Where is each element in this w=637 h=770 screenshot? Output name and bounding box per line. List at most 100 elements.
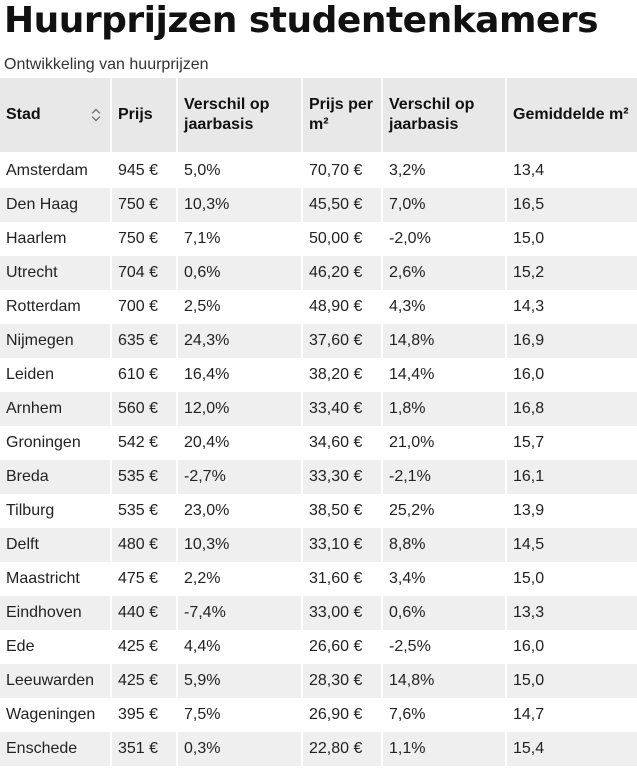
cell-gemiddelde-m2: 16,1 (507, 460, 637, 494)
cell-verschil-m2: -2,0% (383, 222, 507, 256)
cell-verschil-m2: 25,2% (383, 494, 507, 528)
cell-prijs: 395 € (112, 698, 178, 732)
cell-prijs: 945 € (112, 154, 178, 188)
column-header-verschil[interactable]: Verschil op jaarbasis (178, 78, 303, 154)
cell-prijs-per-m2: 34,60 € (303, 426, 383, 460)
cell-stad: Rotterdam (0, 290, 112, 324)
column-header-gemiddelde-m2[interactable]: Gemiddelde m² (507, 78, 637, 154)
cell-stad: Ede (0, 630, 112, 664)
table-row: Haarlem 750 €7,1% 50,00 € -2,0% 15,0 (0, 222, 637, 256)
cell-prijs: 351 € (112, 732, 178, 766)
cell-verschil-m2: 7,0% (383, 188, 507, 222)
cell-gemiddelde-m2: 16,9 (507, 324, 637, 358)
cell-gemiddelde-m2: 14,3 (507, 290, 637, 324)
cell-stad: Leeuwarden (0, 664, 112, 698)
cell-verschil: 7,1% (178, 222, 303, 256)
cell-verschil: 10,3% (178, 528, 303, 562)
column-header-prijs-per-m2[interactable]: Prijs per m² (303, 78, 383, 154)
cell-prijs-per-m2: 38,50 € (303, 494, 383, 528)
column-header-verschil-m2[interactable]: Verschil op jaarbasis (383, 78, 507, 154)
cell-verschil-m2: 4,3% (383, 290, 507, 324)
cell-verschil: 0,3% (178, 732, 303, 766)
cell-verschil: 23,0% (178, 494, 303, 528)
table-row: Leeuwarden 425 €5,9% 28,30 €14,8% 15,0 (0, 664, 637, 698)
cell-verschil: 2,2% (178, 562, 303, 596)
table-row: Ede 425 €4,4% 26,60 € -2,5% 16,0 (0, 630, 637, 664)
cell-gemiddelde-m2: 13,4 (507, 154, 637, 188)
cell-gemiddelde-m2: 16,5 (507, 188, 637, 222)
cell-stad: Wageningen (0, 698, 112, 732)
cell-gemiddelde-m2: 15,7 (507, 426, 637, 460)
cell-prijs: 425 € (112, 630, 178, 664)
cell-gemiddelde-m2: 16,0 (507, 358, 637, 392)
cell-verschil-m2: 3,4% (383, 562, 507, 596)
cell-stad: Leiden (0, 358, 112, 392)
cell-verschil: 4,4% (178, 630, 303, 664)
cell-stad: Haarlem (0, 222, 112, 256)
cell-verschil: -2,7% (178, 460, 303, 494)
cell-gemiddelde-m2: 14,7 (507, 698, 637, 732)
cell-verschil-m2: 7,6% (383, 698, 507, 732)
cell-stad: Amsterdam (0, 154, 112, 188)
cell-prijs: 542 € (112, 426, 178, 460)
cell-verschil-m2: -2,5% (383, 630, 507, 664)
cell-gemiddelde-m2: 13,3 (507, 596, 637, 630)
table-row: Maastricht 475 €2,2% 31,60 €3,4% 15,0 (0, 562, 637, 596)
table-row: Leiden 610 €16,4% 38,20 €14,4% 16,0 (0, 358, 637, 392)
page-title: Huurprijzen studentenkamers (4, 0, 599, 41)
cell-stad: Arnhem (0, 392, 112, 426)
cell-gemiddelde-m2: 15,0 (507, 222, 637, 256)
cell-verschil: 20,4% (178, 426, 303, 460)
cell-prijs-per-m2: 50,00 € (303, 222, 383, 256)
cell-prijs: 440 € (112, 596, 178, 630)
column-header-label: Stad (6, 106, 41, 123)
cell-verschil: 24,3% (178, 324, 303, 358)
cell-prijs: 480 € (112, 528, 178, 562)
table-row: Nijmegen 635 €24,3% 37,60 €14,8% 16,9 (0, 324, 637, 358)
cell-stad: Den Haag (0, 188, 112, 222)
table-row: Groningen 542 €20,4% 34,60 €21,0% 15,7 (0, 426, 637, 460)
cell-prijs: 535 € (112, 460, 178, 494)
cell-prijs: 560 € (112, 392, 178, 426)
cell-verschil: -7,4% (178, 596, 303, 630)
cell-gemiddelde-m2: 15,4 (507, 732, 637, 766)
cell-stad: Utrecht (0, 256, 112, 290)
cell-prijs-per-m2: 33,10 € (303, 528, 383, 562)
cell-prijs-per-m2: 33,30 € (303, 460, 383, 494)
column-header-stad[interactable]: Stad (0, 78, 112, 154)
table-row: Enschede 351 €0,3% 22,80 €1,1% 15,4 (0, 732, 637, 766)
cell-prijs: 700 € (112, 290, 178, 324)
cell-prijs-per-m2: 37,60 € (303, 324, 383, 358)
rent-table: Stad Prijs Verschil op jaarbasis Prijs p… (0, 78, 637, 766)
cell-gemiddelde-m2: 13,9 (507, 494, 637, 528)
table-row: Breda 535 € -2,7% 33,30 € -2,1% 16,1 (0, 460, 637, 494)
cell-verschil: 5,9% (178, 664, 303, 698)
cell-prijs-per-m2: 26,90 € (303, 698, 383, 732)
table-row: Amsterdam 945 €5,0% 70,70 €3,2% 13,4 (0, 154, 637, 188)
cell-prijs-per-m2: 26,60 € (303, 630, 383, 664)
table-row: Den Haag 750 €10,3% 45,50 €7,0% 16,5 (0, 188, 637, 222)
table-row: Rotterdam 700 €2,5% 48,90 €4,3% 14,3 (0, 290, 637, 324)
cell-gemiddelde-m2: 16,8 (507, 392, 637, 426)
cell-prijs-per-m2: 33,40 € (303, 392, 383, 426)
cell-prijs-per-m2: 45,50 € (303, 188, 383, 222)
column-header-prijs[interactable]: Prijs (112, 78, 178, 154)
cell-verschil-m2: 2,6% (383, 256, 507, 290)
cell-verschil-m2: 14,4% (383, 358, 507, 392)
cell-prijs: 610 € (112, 358, 178, 392)
sort-updown-icon[interactable] (92, 108, 102, 122)
cell-prijs: 704 € (112, 256, 178, 290)
cell-verschil: 2,5% (178, 290, 303, 324)
table-row: Utrecht 704 €0,6% 46,20 €2,6% 15,2 (0, 256, 637, 290)
cell-verschil: 0,6% (178, 256, 303, 290)
cell-prijs: 750 € (112, 188, 178, 222)
cell-prijs-per-m2: 70,70 € (303, 154, 383, 188)
cell-verschil: 5,0% (178, 154, 303, 188)
rent-table-container: Stad Prijs Verschil op jaarbasis Prijs p… (0, 78, 637, 766)
cell-gemiddelde-m2: 16,0 (507, 630, 637, 664)
cell-prijs-per-m2: 31,60 € (303, 562, 383, 596)
page-subtitle: Ontwikkeling van huurprijzen (4, 56, 209, 73)
cell-prijs: 535 € (112, 494, 178, 528)
cell-gemiddelde-m2: 15,0 (507, 562, 637, 596)
cell-verschil-m2: 8,8% (383, 528, 507, 562)
